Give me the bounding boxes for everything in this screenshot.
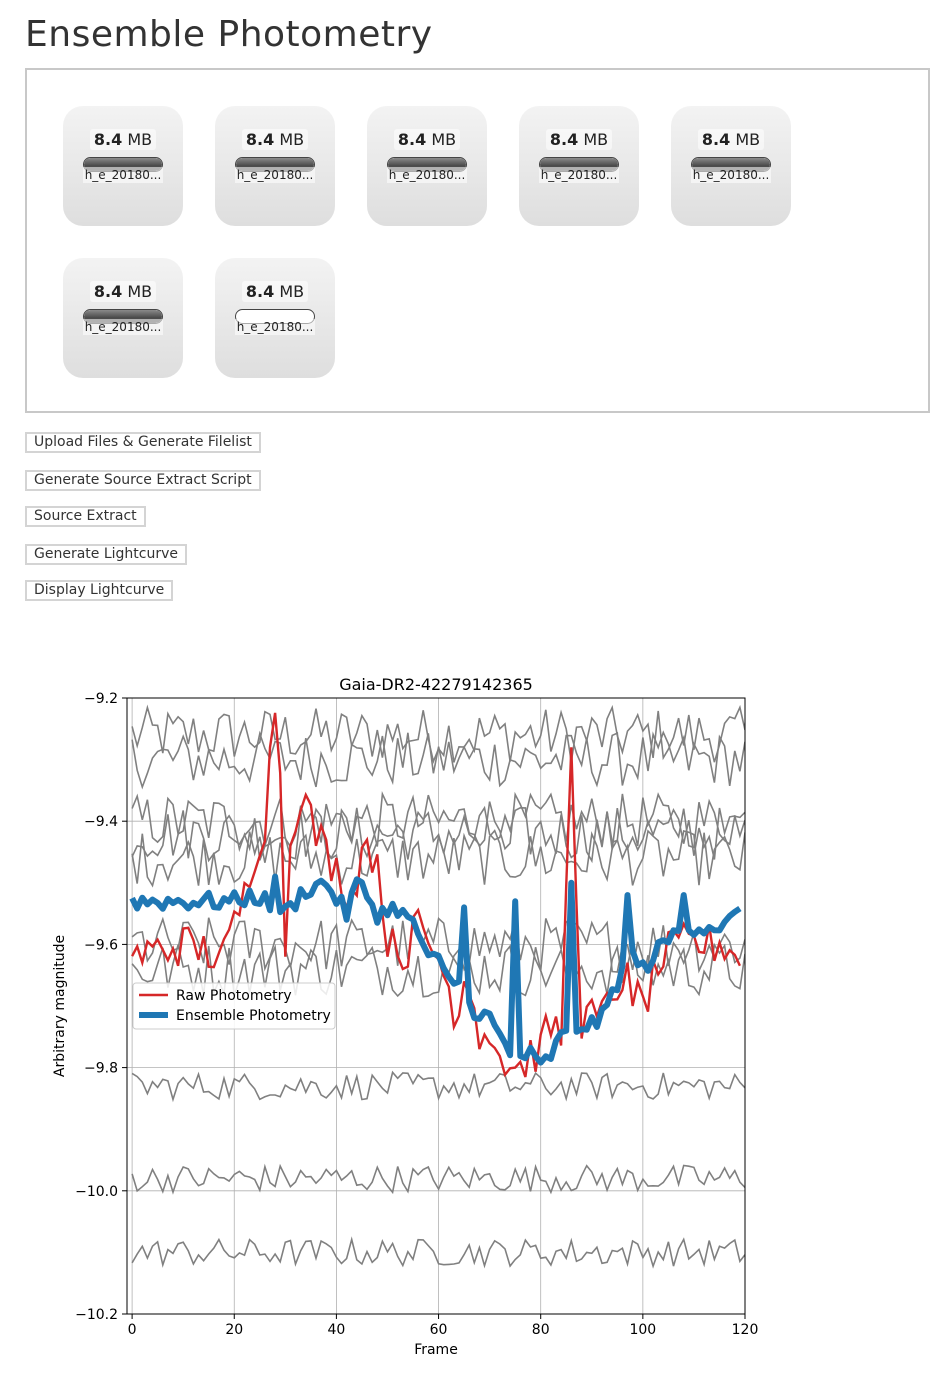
file-dropzone[interactable]: 8.4 MB h_e_20180... 8.4 MB h_e_20180... 8.4 … [25,68,930,413]
file-name: h_e_20180... [235,167,315,183]
file-size-value: 8.4 [245,130,275,149]
y-tick-label: −9.6 [84,937,118,953]
comparison-star-series [131,829,745,888]
file-size-unit: MB [127,282,153,301]
comparison-star-series [131,730,745,790]
file-tile[interactable]: 8.4 MB h_e_20180... [519,106,639,226]
comparison-star-series [131,791,745,851]
file-name: h_e_20180... [387,167,467,183]
x-tick-label: 100 [629,1322,656,1338]
file-name: h_e_20180... [691,167,771,183]
x-tick-label: 60 [430,1322,448,1338]
file-size: 8.4 MB [671,129,791,150]
y-tick-label: −9.4 [84,814,118,830]
file-size: 8.4 MB [63,129,183,150]
file-size-unit: MB [279,282,305,301]
file-size: 8.4 MB [519,129,639,150]
y-axis-label: Arbitrary magnitude [52,935,68,1077]
file-size-value: 8.4 [397,130,427,149]
x-tick-label: 0 [128,1322,137,1338]
file-size-unit: MB [583,130,609,149]
display-lightcurve-button[interactable]: Display Lightcurve [25,580,174,601]
file-tile[interactable]: 8.4 MB h_e_20180... [671,106,791,226]
x-tick-label: 120 [732,1322,759,1338]
file-tile[interactable]: 8.4 MB h_e_20180... [215,106,335,226]
file-size-value: 8.4 [93,130,123,149]
ensemble-photometry-series [129,873,742,1066]
file-size: 8.4 MB [215,129,335,150]
plot-frame [126,697,746,1315]
chart-legend: Raw Photometry Ensemble Photometry [132,982,336,1030]
file-tile[interactable]: 8.4 MB h_e_20180... [63,258,183,378]
file-size-unit: MB [127,130,153,149]
file-tile[interactable]: 8.4 MB h_e_20180... [367,106,487,226]
file-size: 8.4 MB [215,281,335,302]
file-size-unit: MB [431,130,457,149]
chart-title: Gaia-DR2-42279142365 [339,675,533,694]
legend-label: Raw Photometry [176,988,292,1004]
y-tick-label: −10.0 [75,1184,118,1200]
file-name: h_e_20180... [539,167,619,183]
file-size-unit: MB [735,130,761,149]
file-tile[interactable]: 8.4 MB h_e_20180... [63,106,183,226]
file-size-unit: MB [279,130,305,149]
file-size: 8.4 MB [63,281,183,302]
file-tile[interactable]: 8.4 MB h_e_20180... [215,258,335,378]
comparison-star-series [131,1163,745,1195]
file-name: h_e_20180... [83,319,163,335]
file-size: 8.4 MB [367,129,487,150]
comparison-star-series [131,1236,745,1269]
x-tick-label: 40 [327,1322,345,1338]
legend-box [132,982,336,1030]
lightcurve-chart: 0 20 40 60 80 100 120 −9.2 −9.4 −9.6 −9.8 −10.0 −10.… [52,675,759,1358]
x-axis-label: Frame [414,1342,458,1358]
x-tick-label: 80 [532,1322,550,1338]
page-title: Ensemble Photometry [25,14,433,55]
y-tick-label: −9.2 [84,691,118,707]
file-size-value: 8.4 [93,282,123,301]
comparison-star-series [131,1070,745,1103]
plot-area [129,704,745,1269]
file-name: h_e_20180... [83,167,163,183]
file-size-value: 8.4 [701,130,731,149]
file-size-value: 8.4 [245,282,275,301]
file-size-value: 8.4 [549,130,579,149]
legend-label: Ensemble Photometry [176,1008,331,1024]
upload-generate-filelist-button[interactable]: Upload Files & Generate Filelist [25,432,261,453]
y-tick-label: −10.2 [75,1307,118,1323]
generate-lightcurve-button[interactable]: Generate Lightcurve [25,544,187,565]
y-tick-label: −9.8 [84,1061,118,1077]
x-tick-label: 20 [225,1322,243,1338]
generate-source-extract-script-button[interactable]: Generate Source Extract Script [25,470,261,491]
source-extract-button[interactable]: Source Extract [25,506,146,527]
file-name: h_e_20180... [235,319,315,335]
